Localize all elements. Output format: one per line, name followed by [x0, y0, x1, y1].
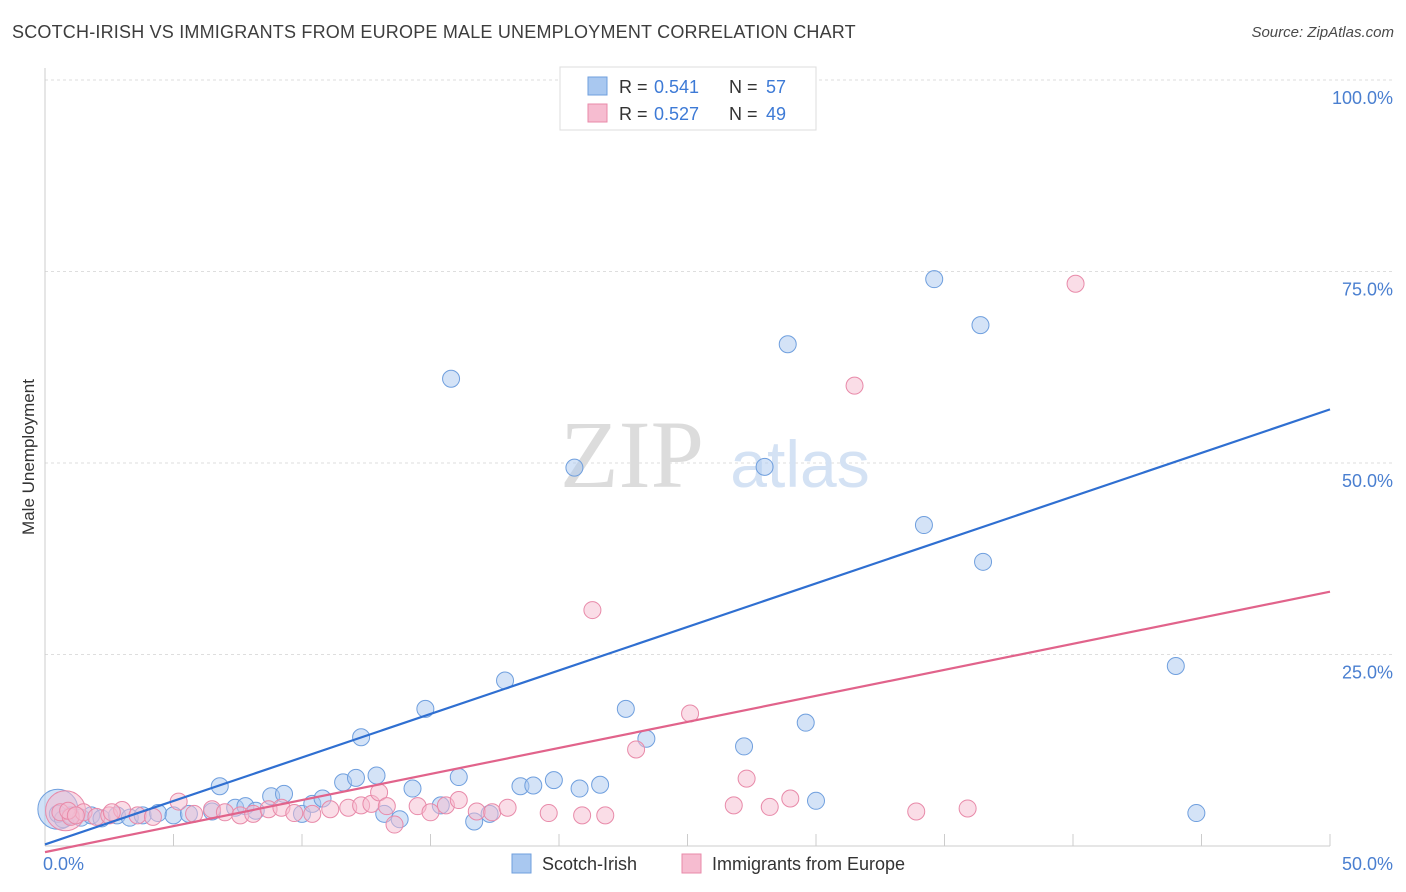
data-point — [303, 804, 322, 823]
data-point — [914, 516, 933, 535]
data-point — [544, 771, 563, 790]
watermark-atlas: atlas — [730, 427, 869, 501]
legend-n-value-2: 49 — [766, 104, 786, 124]
series-immigrants-points — [45, 274, 1085, 834]
data-point — [958, 799, 977, 818]
data-point — [596, 806, 615, 825]
legend-bottom: Scotch-Irish Immigrants from Europe — [511, 853, 905, 874]
legend-swatch-scotch-irish — [587, 76, 608, 96]
trend-line — [44, 408, 1331, 846]
y-axis-title: Male Unemployment — [19, 379, 38, 535]
bottom-legend-swatch-immigrants — [681, 853, 702, 874]
data-point — [781, 789, 800, 808]
data-point — [570, 779, 589, 798]
bottom-legend-label-immigrants: Immigrants from Europe — [712, 854, 905, 874]
data-point — [66, 806, 85, 825]
data-point — [449, 791, 468, 810]
legend-r-label-2: R = — [619, 104, 648, 124]
data-point — [583, 601, 602, 620]
data-point — [616, 699, 635, 718]
legend-r-label-1: R = — [619, 77, 648, 97]
data-point — [498, 798, 517, 817]
trend-line — [44, 590, 1331, 854]
data-point — [591, 775, 610, 794]
data-point — [807, 791, 825, 810]
data-point — [285, 804, 304, 823]
legend-swatch-immigrants — [587, 103, 608, 123]
y-tick-label: 75.0% — [1342, 280, 1393, 300]
data-point — [737, 769, 756, 788]
data-point — [724, 796, 743, 815]
data-point — [385, 815, 404, 834]
chart-title: SCOTCH-IRISH VS IMMIGRANTS FROM EUROPE M… — [12, 22, 856, 42]
data-point — [367, 766, 386, 785]
x-tick-label-min: 0.0% — [43, 854, 84, 874]
y-tick-label: 25.0% — [1342, 663, 1393, 683]
data-point — [845, 376, 864, 395]
x-tick-label-max: 50.0% — [1342, 854, 1393, 874]
data-point — [796, 713, 815, 732]
data-point — [907, 802, 926, 821]
trend-lines — [44, 408, 1331, 854]
data-point — [778, 335, 797, 354]
legend-n-value-1: 57 — [766, 77, 786, 97]
data-point — [573, 806, 592, 825]
watermark-zip: ZIP — [560, 401, 704, 508]
data-point — [760, 797, 779, 816]
bottom-legend-label-scotch-irish: Scotch-Irish — [542, 854, 637, 874]
y-tick-label: 50.0% — [1342, 471, 1393, 491]
data-point — [346, 768, 365, 787]
legend-n-label-2: N = — [729, 104, 758, 124]
y-tick-labels: 25.0% 50.0% 75.0% 100.0% — [1332, 88, 1393, 683]
data-point — [735, 737, 754, 756]
data-point — [449, 768, 468, 787]
data-point — [971, 316, 990, 335]
data-point — [925, 270, 944, 289]
data-point — [1166, 656, 1185, 675]
data-point — [627, 740, 646, 759]
data-point — [539, 804, 558, 823]
legend-r-value-2: 0.527 — [654, 104, 699, 124]
data-point — [1066, 274, 1085, 293]
data-point — [377, 797, 396, 816]
legend-n-label-1: N = — [729, 77, 758, 97]
data-point — [215, 803, 234, 822]
data-point — [524, 776, 543, 795]
data-point — [565, 458, 584, 477]
watermark: ZIP atlas — [560, 401, 870, 508]
data-point — [483, 803, 502, 822]
chart-source: Source: ZipAtlas.com — [1251, 24, 1394, 41]
data-point — [442, 369, 461, 388]
data-point — [403, 779, 422, 798]
data-point — [755, 457, 774, 476]
grid-lines — [45, 79, 1393, 655]
data-point — [321, 800, 340, 819]
bottom-legend-swatch-scotch-irish — [511, 853, 532, 874]
x-tick-marks — [44, 834, 1331, 846]
data-point — [974, 552, 993, 571]
legend-r-value-1: 0.541 — [654, 77, 699, 97]
data-point — [1187, 804, 1206, 823]
data-point — [102, 803, 121, 822]
y-tick-label: 100.0% — [1332, 88, 1393, 108]
data-point — [421, 803, 440, 822]
legend-top: R = 0.541 N = 57 R = 0.527 N = 49 — [559, 66, 817, 131]
data-point — [467, 802, 486, 821]
